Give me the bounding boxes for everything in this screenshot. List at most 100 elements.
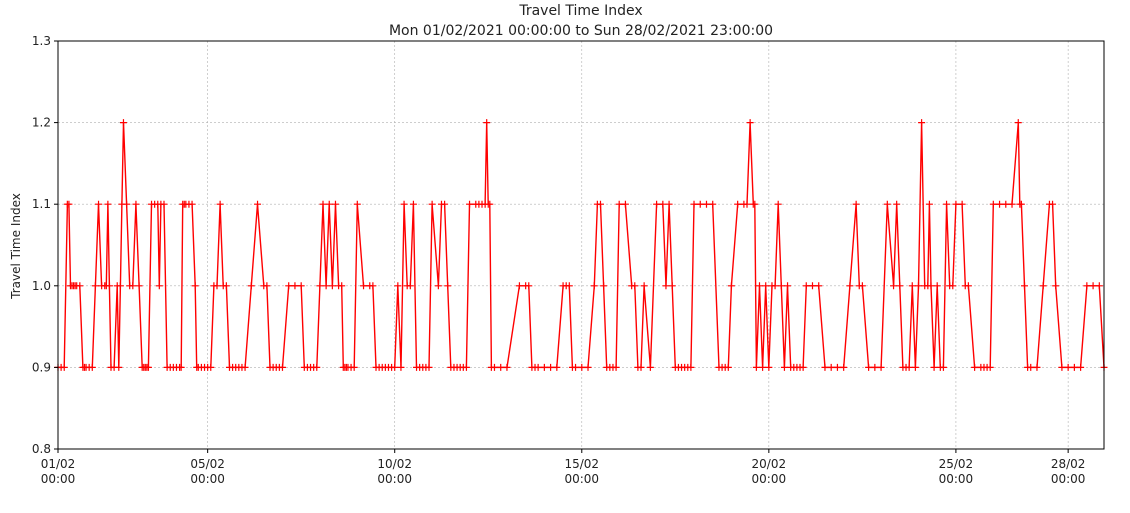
data-point-marker bbox=[751, 200, 759, 208]
data-point-marker bbox=[918, 119, 926, 127]
data-point-marker bbox=[743, 200, 751, 208]
data-point-marker bbox=[1017, 200, 1025, 208]
data-point-marker bbox=[338, 282, 346, 290]
data-point-marker bbox=[996, 200, 1004, 208]
data-point-marker bbox=[939, 363, 947, 371]
data-point-marker bbox=[896, 282, 904, 290]
data-point-marker bbox=[503, 363, 511, 371]
data-point-marker bbox=[486, 200, 494, 208]
data-point-marker bbox=[662, 282, 670, 290]
data-point-marker bbox=[724, 363, 732, 371]
data-point-marker bbox=[1058, 363, 1066, 371]
x-tick-date-label: 05/02 bbox=[190, 457, 225, 471]
data-point-marker bbox=[952, 200, 960, 208]
data-point-marker bbox=[777, 282, 785, 290]
data-point-marker bbox=[441, 200, 449, 208]
data-point-marker bbox=[930, 363, 938, 371]
x-tick-time-label: 00:00 bbox=[377, 472, 412, 486]
data-point-marker bbox=[483, 119, 491, 127]
data-point-marker bbox=[132, 200, 140, 208]
data-point-marker bbox=[914, 282, 922, 290]
data-point-marker bbox=[534, 363, 542, 371]
data-point-marker bbox=[821, 363, 829, 371]
x-tick-date-label: 28/02 bbox=[1051, 457, 1086, 471]
data-point-marker bbox=[933, 282, 941, 290]
data-point-marker bbox=[621, 200, 629, 208]
x-tick-date-label: 15/02 bbox=[564, 457, 599, 471]
data-point-marker bbox=[989, 200, 997, 208]
data-point-marker bbox=[490, 363, 498, 371]
data-point-marker bbox=[325, 200, 333, 208]
data-point-marker bbox=[653, 200, 661, 208]
x-tick-date-label: 01/02 bbox=[41, 457, 76, 471]
data-point-marker bbox=[590, 282, 598, 290]
data-point-marker bbox=[734, 200, 742, 208]
grid-lines bbox=[57, 40, 1104, 450]
data-point-marker bbox=[759, 363, 767, 371]
data-point-marker bbox=[958, 200, 966, 208]
data-point-marker bbox=[727, 282, 735, 290]
x-tick-time-label: 00:00 bbox=[1051, 472, 1086, 486]
data-point-marker bbox=[123, 200, 131, 208]
data-point-marker bbox=[391, 363, 399, 371]
y-axis-label: Travel Time Index bbox=[9, 193, 23, 300]
data-point-marker bbox=[497, 363, 505, 371]
data-point-marker bbox=[177, 363, 185, 371]
data-point-marker bbox=[858, 282, 866, 290]
data-point-marker bbox=[394, 282, 402, 290]
x-tick-date-label: 20/02 bbox=[752, 457, 787, 471]
data-point-marker bbox=[291, 282, 299, 290]
y-tick-label: 1.1 bbox=[32, 197, 51, 211]
data-point-marker bbox=[565, 282, 573, 290]
data-point-marker bbox=[852, 200, 860, 208]
data-point-marker bbox=[774, 200, 782, 208]
data-point-marker bbox=[815, 282, 823, 290]
data-point-marker bbox=[116, 282, 124, 290]
data-point-marker bbox=[144, 363, 152, 371]
data-point-marker bbox=[105, 282, 113, 290]
data-point-marker bbox=[687, 363, 695, 371]
data-point-marker bbox=[1008, 200, 1016, 208]
data-point-marker bbox=[515, 282, 523, 290]
data-point-marker bbox=[752, 363, 760, 371]
data-point-marker bbox=[409, 200, 417, 208]
x-tick-date-label: 10/02 bbox=[377, 457, 412, 471]
data-point-marker bbox=[104, 200, 112, 208]
data-point-marker bbox=[600, 282, 608, 290]
data-point-marker bbox=[155, 282, 163, 290]
data-point-marker bbox=[1021, 282, 1028, 290]
data-point-marker bbox=[213, 282, 221, 290]
data-point-marker bbox=[119, 119, 127, 127]
data-point-marker bbox=[191, 282, 199, 290]
data-point-marker bbox=[360, 282, 368, 290]
data-point-marker bbox=[612, 363, 620, 371]
data-point-marker bbox=[222, 282, 230, 290]
series-line bbox=[58, 121, 1105, 369]
data-point-marker bbox=[328, 282, 336, 290]
data-point-marker bbox=[755, 282, 763, 290]
data-point-marker bbox=[1052, 282, 1060, 290]
data-point-marker bbox=[871, 363, 879, 371]
data-point-marker bbox=[883, 200, 891, 208]
data-point-marker bbox=[1083, 282, 1091, 290]
x-tick-time-label: 00:00 bbox=[752, 472, 787, 486]
data-point-marker bbox=[444, 282, 452, 290]
y-tick-label: 1.0 bbox=[32, 279, 51, 293]
data-point-marker bbox=[1064, 363, 1072, 371]
data-series bbox=[54, 119, 1108, 371]
data-point-marker bbox=[91, 282, 99, 290]
data-point-marker bbox=[553, 363, 561, 371]
data-point-marker bbox=[434, 282, 442, 290]
data-point-marker bbox=[865, 363, 873, 371]
data-point-marker bbox=[893, 200, 901, 208]
data-point-marker bbox=[578, 363, 586, 371]
data-point-marker bbox=[254, 200, 262, 208]
data-point-marker bbox=[780, 363, 788, 371]
data-point-marker bbox=[1077, 363, 1085, 371]
data-point-marker bbox=[690, 200, 698, 208]
data-point-marker bbox=[911, 363, 919, 371]
data-point-marker bbox=[1002, 200, 1010, 208]
data-point-marker bbox=[313, 363, 321, 371]
data-point-marker bbox=[207, 363, 215, 371]
data-point-marker bbox=[771, 282, 779, 290]
